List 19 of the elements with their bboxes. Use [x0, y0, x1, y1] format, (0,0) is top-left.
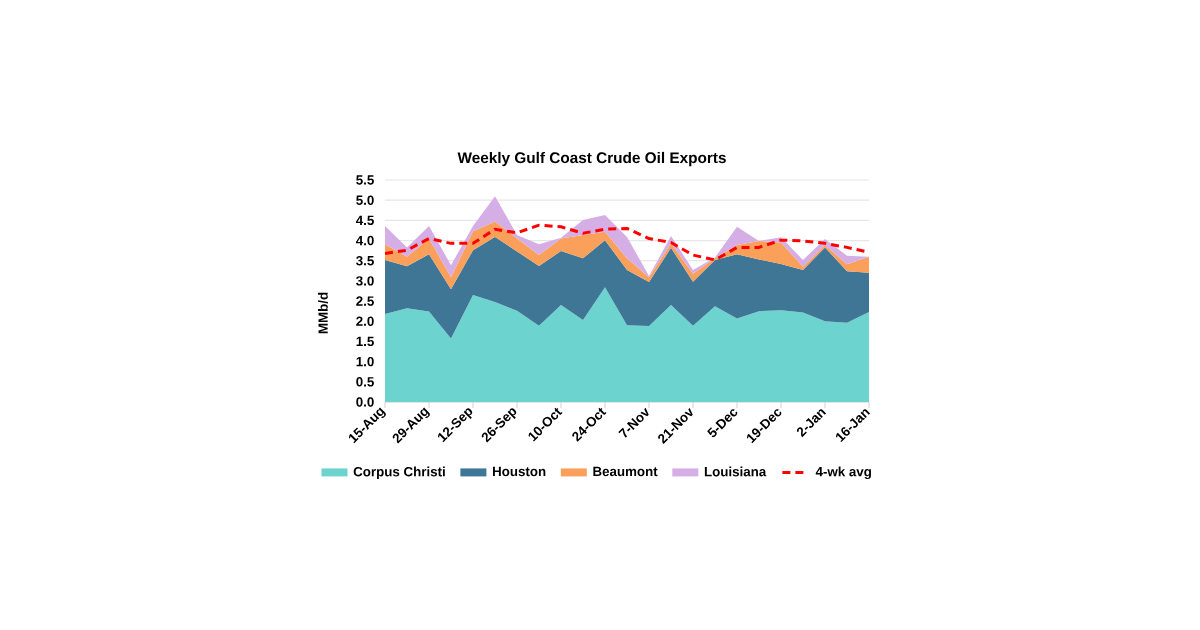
y-tick-label: 1.0 — [356, 356, 374, 367]
y-tick-label: 5.5 — [356, 175, 374, 185]
y-tick-label: 3.5 — [356, 255, 374, 266]
y-tick-label: 5.0 — [356, 195, 374, 205]
legend-label: Houston — [492, 466, 546, 477]
y-tick-label: 1.5 — [356, 336, 374, 347]
y-tick-label: 0.0 — [356, 397, 374, 407]
y-tick-label: 0.5 — [356, 377, 374, 387]
y-tick-label: 4.5 — [355, 215, 374, 225]
y-tick-label: 2.0 — [356, 316, 374, 326]
legend-label: 4-wk avg — [815, 466, 871, 480]
legend-label: Louisiana — [704, 466, 767, 477]
y-axis-title: MMb/d — [318, 292, 328, 334]
y-tick-label: 3.0 — [356, 276, 374, 286]
legend-label: Corpus Christi — [353, 466, 445, 480]
y-tick-label: 4.0 — [355, 235, 374, 246]
legend-label: Beaumont — [593, 466, 658, 477]
chart-title: Weekly Gulf Coast Crude Oil Exports — [457, 151, 726, 167]
y-tick-label: 2.5 — [356, 296, 374, 306]
